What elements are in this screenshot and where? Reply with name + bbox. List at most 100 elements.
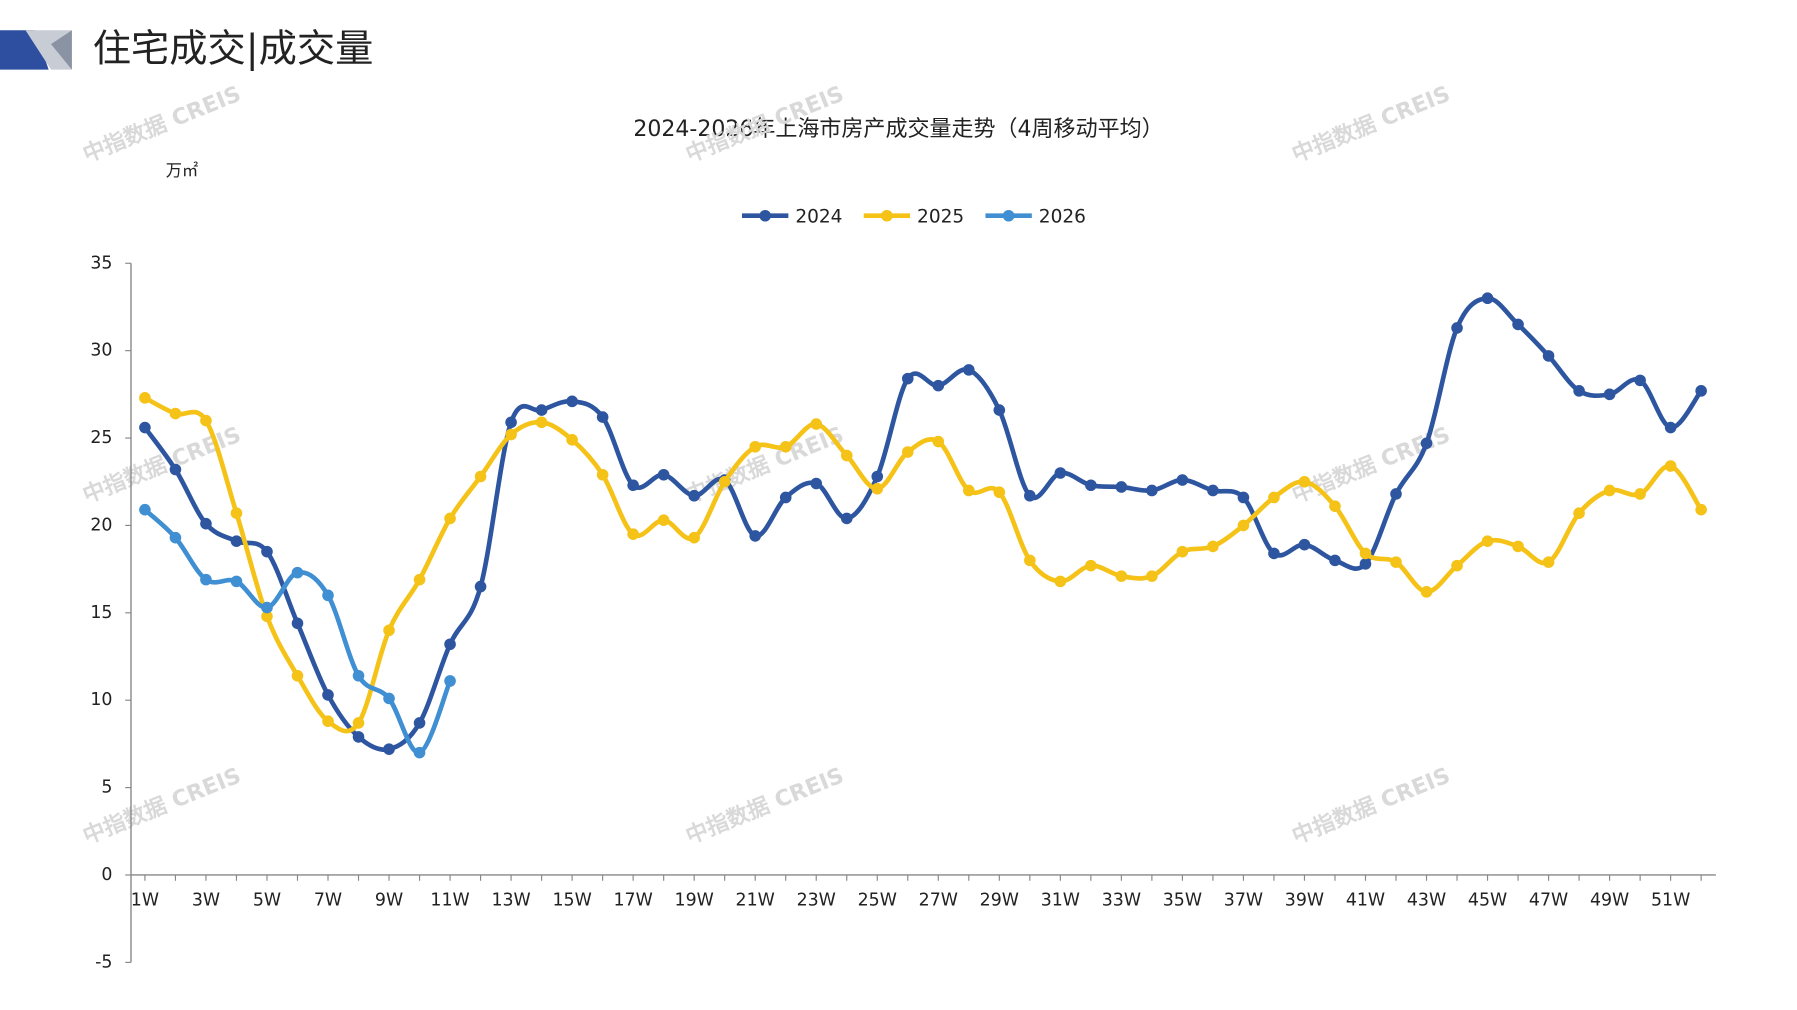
data-point [1237, 491, 1250, 504]
data-point [291, 566, 304, 579]
legend-marker [759, 209, 771, 222]
data-point [383, 624, 395, 637]
data-point [779, 491, 792, 504]
data-point [1176, 545, 1189, 558]
data-point [1451, 322, 1463, 334]
data-point [444, 675, 456, 687]
x-tick-label: 35W [1163, 890, 1202, 910]
data-point [1085, 559, 1097, 572]
data-point [657, 514, 670, 526]
data-point [1146, 570, 1158, 582]
data-point [261, 601, 273, 614]
x-tick-label: 9W [375, 890, 403, 910]
watermark: 中指数据 CREIS [682, 763, 847, 850]
data-point [413, 573, 426, 586]
data-point [535, 416, 548, 429]
data-point [413, 746, 426, 759]
x-tick-label: 39W [1285, 890, 1324, 910]
data-point [139, 503, 151, 516]
x-tick-label: 45W [1468, 890, 1507, 910]
x-tick-label: 11W [430, 890, 469, 910]
data-point [1420, 437, 1433, 450]
data-point [840, 449, 853, 462]
data-point [749, 440, 762, 453]
data-point [1054, 467, 1067, 479]
data-point [230, 575, 243, 588]
data-point [901, 446, 914, 458]
data-point [1664, 460, 1677, 472]
legend-label: 2025 [917, 206, 964, 227]
y-axis-label: 万㎡ [166, 161, 198, 180]
x-tick-label: 3W [192, 890, 220, 910]
y-tick-label: -5 [95, 952, 112, 972]
data-point [871, 470, 884, 483]
x-tick-label: 21W [736, 890, 775, 910]
data-point [963, 484, 975, 497]
y-tick-label: 25 [90, 428, 112, 448]
data-point [1390, 488, 1402, 500]
x-tick-label: 25W [858, 890, 897, 910]
x-tick-label: 5W [253, 890, 281, 910]
data-point [1237, 519, 1250, 532]
page-title: 住宅成交|成交量 [93, 27, 374, 72]
data-point [1695, 385, 1707, 397]
data-point [230, 535, 243, 547]
data-point [1359, 558, 1372, 570]
logo-dark [51, 30, 72, 70]
data-point [627, 528, 639, 540]
data-point [1268, 491, 1280, 504]
data-point [1085, 479, 1097, 492]
data-point [932, 435, 945, 448]
data-point [474, 580, 487, 593]
data-point [322, 689, 334, 701]
data-point [1359, 547, 1372, 560]
data-point [1603, 388, 1616, 401]
data-point [1695, 503, 1707, 516]
x-tick-label: 37W [1224, 890, 1263, 910]
data-point [566, 433, 578, 446]
x-tick-label: 7W [314, 890, 342, 910]
data-point [535, 404, 548, 416]
data-point [352, 669, 365, 682]
x-tick-label: 33W [1102, 890, 1141, 910]
data-point [1207, 484, 1219, 497]
y-tick-label: 0 [101, 865, 112, 885]
data-point [169, 531, 182, 544]
x-tick-label: 13W [491, 890, 530, 910]
data-point [169, 407, 182, 420]
watermark: 中指数据 CREIS [1288, 763, 1453, 850]
data-point [291, 669, 304, 682]
data-point [139, 421, 151, 434]
chart-title: 2024-2026年上海市房产成交量走势（4周移动平均） [633, 117, 1163, 142]
data-point [1115, 570, 1128, 582]
data-point [1390, 556, 1402, 568]
data-point [901, 372, 914, 385]
watermark: 中指数据 CREIS [79, 81, 244, 168]
data-point [1512, 540, 1524, 553]
data-point [566, 395, 578, 408]
legend-label: 2026 [1039, 206, 1086, 227]
data-point [993, 404, 1006, 416]
data-point [383, 692, 395, 705]
data-point [596, 468, 609, 481]
data-point [1207, 540, 1219, 553]
data-point [1542, 556, 1555, 568]
y-tick-label: 5 [101, 778, 112, 798]
data-point [810, 418, 823, 430]
data-point [261, 545, 273, 558]
data-point [322, 715, 334, 727]
x-tick-label: 29W [980, 890, 1019, 910]
data-point [810, 477, 823, 490]
legend-marker [881, 209, 893, 222]
data-point [1329, 554, 1341, 567]
data-point [474, 470, 487, 483]
data-point [1634, 488, 1646, 500]
x-tick-label: 43W [1407, 890, 1446, 910]
data-point [1451, 559, 1463, 572]
data-point [688, 531, 700, 544]
data-point [1298, 538, 1311, 551]
data-point [718, 475, 731, 488]
data-point [1146, 484, 1158, 497]
watermark: 中指数据 CREIS [1288, 81, 1453, 168]
data-point [1573, 385, 1585, 397]
